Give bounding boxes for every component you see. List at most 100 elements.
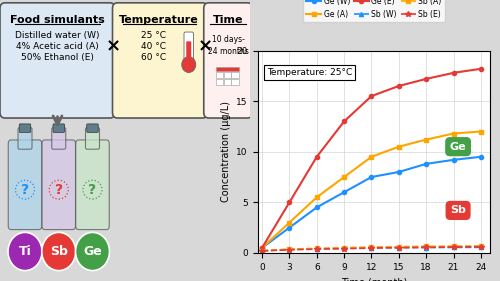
Sb (A)	[314, 247, 320, 250]
FancyBboxPatch shape	[19, 124, 31, 132]
Ge (A)	[423, 138, 429, 141]
Sb (W)	[478, 246, 484, 249]
Text: Time: Time	[213, 15, 243, 26]
Line: Sb (E): Sb (E)	[260, 244, 484, 254]
Text: ?: ?	[54, 183, 63, 197]
Circle shape	[76, 232, 110, 271]
Legend: Ge (W), Ge (A), Ge (E), Sb (W), Sb (A), Sb (E): Ge (W), Ge (A), Ge (E), Sb (W), Sb (A), …	[303, 0, 444, 22]
FancyBboxPatch shape	[112, 3, 208, 118]
Sb (W)	[259, 249, 265, 253]
Ge (E)	[341, 120, 347, 123]
FancyBboxPatch shape	[186, 41, 191, 63]
Text: ×: ×	[106, 37, 122, 55]
Sb (W)	[450, 246, 456, 249]
Sb (A)	[286, 247, 292, 251]
Text: 24 months: 24 months	[208, 47, 248, 56]
Sb (W)	[314, 247, 320, 251]
Ge (A)	[396, 145, 402, 148]
FancyBboxPatch shape	[76, 140, 109, 230]
Sb (W)	[396, 246, 402, 249]
FancyBboxPatch shape	[18, 128, 32, 149]
Sb (A)	[341, 246, 347, 249]
Ge (W)	[259, 246, 265, 250]
Text: Ti: Ti	[18, 245, 32, 258]
Ge (A)	[478, 130, 484, 133]
Text: Temperature: Temperature	[119, 15, 198, 26]
Ge (E)	[368, 94, 374, 98]
FancyBboxPatch shape	[216, 79, 222, 85]
Sb (E)	[450, 245, 456, 249]
Text: 10 days-: 10 days-	[212, 35, 244, 44]
Ge (W)	[423, 162, 429, 166]
Circle shape	[8, 232, 42, 271]
Ge (A)	[450, 132, 456, 135]
FancyBboxPatch shape	[87, 124, 98, 132]
Line: Ge (W): Ge (W)	[260, 155, 483, 250]
Ge (E)	[423, 77, 429, 81]
Text: Food simulants: Food simulants	[10, 15, 105, 26]
Sb (W)	[341, 247, 347, 250]
Sb (E)	[286, 248, 292, 251]
Ge (E)	[286, 201, 292, 204]
FancyBboxPatch shape	[216, 72, 222, 78]
Ge (E)	[450, 71, 456, 74]
Ge (A)	[341, 175, 347, 179]
Text: Sb: Sb	[50, 245, 68, 258]
Sb (E)	[314, 247, 320, 251]
Text: ×: ×	[198, 37, 214, 55]
Sb (E)	[478, 245, 484, 248]
Ge (E)	[478, 67, 484, 71]
Ge (E)	[314, 155, 320, 158]
FancyBboxPatch shape	[232, 79, 238, 85]
Text: ?: ?	[21, 183, 29, 197]
Text: Distilled water (W): Distilled water (W)	[15, 31, 100, 40]
Text: 50% Ethanol (E): 50% Ethanol (E)	[21, 53, 94, 62]
Ge (W)	[341, 191, 347, 194]
Text: 60 °C: 60 °C	[141, 53, 167, 62]
Sb (W)	[423, 246, 429, 249]
FancyBboxPatch shape	[224, 72, 230, 78]
Sb (E)	[368, 246, 374, 250]
Sb (A)	[423, 245, 429, 248]
Text: 25 °C: 25 °C	[142, 31, 166, 40]
Ge (W)	[368, 175, 374, 179]
Sb (W)	[286, 248, 292, 251]
FancyBboxPatch shape	[224, 79, 230, 85]
Text: Sb: Sb	[450, 205, 466, 216]
FancyBboxPatch shape	[42, 140, 76, 230]
Line: Ge (A): Ge (A)	[260, 130, 483, 250]
Ge (E)	[259, 246, 265, 250]
Ge (W)	[314, 206, 320, 209]
FancyBboxPatch shape	[0, 3, 115, 118]
Sb (A)	[478, 244, 484, 248]
Ge (A)	[286, 221, 292, 224]
FancyBboxPatch shape	[52, 128, 66, 149]
Y-axis label: Concentration (μg/L): Concentration (μg/L)	[220, 101, 230, 202]
Circle shape	[42, 232, 76, 271]
Sb (E)	[423, 246, 429, 249]
Sb (W)	[368, 246, 374, 250]
Text: Temperature: 25°C: Temperature: 25°C	[267, 68, 352, 77]
Text: Ge: Ge	[450, 142, 466, 152]
FancyBboxPatch shape	[53, 124, 64, 132]
Sb (E)	[259, 249, 265, 253]
Ge (E)	[396, 84, 402, 88]
Line: Sb (A): Sb (A)	[260, 244, 483, 253]
Sb (E)	[341, 247, 347, 250]
Text: 4% Acetic acid (A): 4% Acetic acid (A)	[16, 42, 99, 51]
Ge (A)	[259, 246, 265, 250]
Text: ?: ?	[88, 183, 96, 197]
FancyBboxPatch shape	[184, 32, 194, 65]
FancyBboxPatch shape	[232, 72, 238, 78]
Ge (A)	[368, 155, 374, 158]
FancyBboxPatch shape	[8, 140, 42, 230]
Ge (W)	[450, 158, 456, 162]
Circle shape	[182, 57, 196, 72]
FancyBboxPatch shape	[86, 128, 100, 149]
Line: Ge (E): Ge (E)	[260, 67, 483, 250]
Sb (A)	[368, 245, 374, 249]
Ge (W)	[396, 170, 402, 174]
Ge (W)	[286, 226, 292, 229]
FancyBboxPatch shape	[216, 67, 238, 71]
FancyBboxPatch shape	[204, 3, 252, 118]
